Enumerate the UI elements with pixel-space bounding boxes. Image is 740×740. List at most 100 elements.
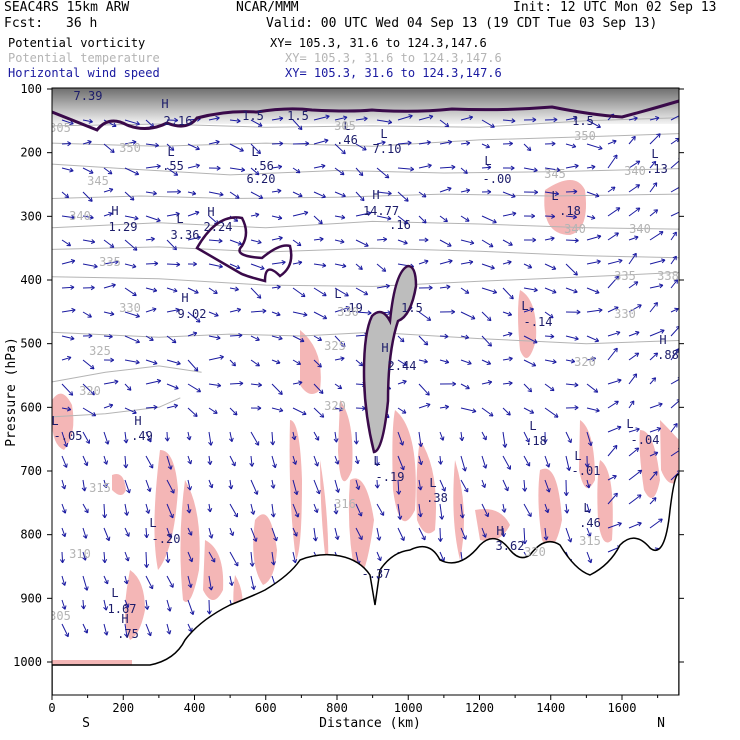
pv-shaded-region xyxy=(597,460,613,543)
theta-label: 330 xyxy=(614,307,636,321)
wind-arrowhead xyxy=(210,558,216,563)
pv-label: .56 xyxy=(252,159,274,173)
wind-arrowhead xyxy=(83,629,89,634)
y-tick-label: 400 xyxy=(20,273,42,287)
pv-shaded-region xyxy=(253,514,277,585)
wind-arrowhead xyxy=(235,264,241,270)
wind-vector xyxy=(208,117,220,121)
wind-vector xyxy=(376,503,385,516)
wind-arrowhead xyxy=(165,558,171,563)
wind-vector xyxy=(565,143,576,148)
wind-vector xyxy=(271,143,283,145)
wind-arrowhead xyxy=(553,413,559,418)
theta-label: 330 xyxy=(119,301,141,315)
wind-arrowhead xyxy=(652,182,658,187)
wind-arrowhead xyxy=(428,114,434,120)
pv-label: H xyxy=(496,524,503,538)
wind-arrowhead xyxy=(254,170,260,176)
wind-arrowhead xyxy=(422,218,427,224)
wind-arrowhead xyxy=(396,490,402,495)
terrain-profile xyxy=(52,473,679,695)
wind-arrowhead xyxy=(102,514,108,519)
pv-label: L xyxy=(429,476,436,490)
wind-arrowhead xyxy=(104,579,109,585)
wind-arrowhead xyxy=(216,382,222,388)
wind-arrowhead xyxy=(501,508,507,513)
wind-arrowhead xyxy=(490,123,495,128)
wind-vector xyxy=(460,503,464,519)
wind-arrowhead xyxy=(492,219,497,224)
wind-arrowhead xyxy=(187,486,193,491)
wind-vector xyxy=(523,359,536,367)
wind-arrowhead xyxy=(234,286,239,292)
wind-vector xyxy=(649,329,665,337)
pv-label: L xyxy=(626,417,633,431)
wind-arrowhead xyxy=(397,515,403,520)
wind-vector xyxy=(523,263,532,269)
wind-arrowhead xyxy=(551,213,556,219)
wind-vector xyxy=(292,381,303,385)
wind-vector xyxy=(103,527,110,541)
forecast-label: Fcst: xyxy=(4,16,44,31)
wind-arrowhead xyxy=(87,140,92,145)
pv-label: 1.5 xyxy=(242,109,264,123)
wind-vector xyxy=(61,335,75,340)
wind-vector xyxy=(82,551,86,561)
wind-arrowhead xyxy=(542,439,548,444)
theta-contour-325 xyxy=(52,246,679,259)
wind-vector xyxy=(187,575,192,588)
wind-arrowhead xyxy=(238,332,243,338)
legend-theta-name: Potential temperature xyxy=(8,51,160,65)
wind-arrowhead xyxy=(382,236,388,242)
wind-arrowhead xyxy=(527,512,532,518)
wind-arrowhead xyxy=(91,411,97,417)
wind-vector xyxy=(418,479,422,491)
wind-arrowhead xyxy=(154,142,160,148)
wind-vector xyxy=(439,187,452,193)
wind-vector xyxy=(565,383,579,386)
wind-arrowhead xyxy=(358,265,363,270)
pv-label: .18 xyxy=(559,204,581,218)
y-tick-label: 700 xyxy=(20,464,42,478)
wind-vector xyxy=(481,359,491,365)
wind-vector xyxy=(355,143,367,151)
pv-label: 6.20 xyxy=(247,172,276,186)
wind-arrowhead xyxy=(387,190,392,196)
wind-vector xyxy=(628,236,639,241)
pv-label: L xyxy=(373,454,380,468)
wind-vector xyxy=(439,286,451,289)
wind-arrowhead xyxy=(294,513,300,518)
legend-pv-name: Potential vorticity xyxy=(8,36,146,50)
wind-arrowhead xyxy=(70,335,75,341)
wind-arrowhead xyxy=(103,460,109,465)
wind-vector xyxy=(334,455,339,465)
wind-arrowhead xyxy=(90,285,95,291)
wind-arrowhead xyxy=(152,287,158,293)
wind-vector xyxy=(649,209,658,217)
wind-arrowhead xyxy=(487,189,492,195)
wind-arrowhead xyxy=(314,462,319,467)
wind-arrowhead xyxy=(214,312,219,317)
y-tick-label: 100 xyxy=(20,82,42,96)
wind-arrowhead xyxy=(637,494,642,499)
wind-vector xyxy=(250,575,255,590)
wind-vector xyxy=(166,335,177,344)
wind-arrowhead xyxy=(633,116,638,122)
wind-arrowhead xyxy=(255,212,260,218)
wind-arrowhead xyxy=(444,359,450,364)
wind-arrowhead xyxy=(295,168,301,174)
wind-arrowhead xyxy=(417,486,423,491)
wind-vector xyxy=(418,503,422,517)
x-tick-label: 600 xyxy=(255,701,277,715)
legend-wind-coords: XY= 105.3, 31.6 to 124.3,147.6 xyxy=(285,66,502,80)
wind-arrowhead xyxy=(402,379,407,385)
wind-arrowhead xyxy=(447,242,452,247)
wind-vector xyxy=(481,263,495,269)
wind-vector xyxy=(166,404,178,409)
wind-arrowhead xyxy=(632,252,637,258)
wind-vector xyxy=(523,287,538,291)
pv-shaded-region xyxy=(320,460,329,580)
wind-arrowhead xyxy=(153,360,158,365)
theta-label: 315 xyxy=(579,534,601,548)
wind-arrowhead xyxy=(522,540,528,545)
